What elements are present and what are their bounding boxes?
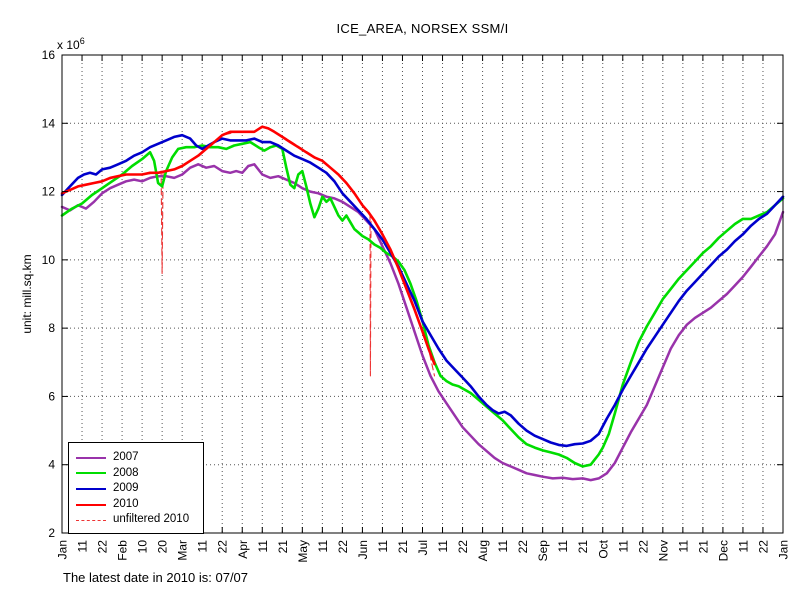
legend-row-2007: 2007 — [76, 450, 203, 466]
x-tick-label: 20 — [156, 540, 170, 554]
x-tick-label: 21 — [576, 540, 590, 554]
legend-line-2009 — [76, 487, 106, 490]
x-tick-label: 11 — [316, 540, 330, 553]
x-tick-label: Dec — [716, 540, 730, 561]
legend-label-2009: 2009 — [113, 482, 139, 495]
y-axis-exponent-prefix: x 10 — [57, 38, 80, 52]
series-line-2010 — [60, 125, 436, 366]
x-tick-label: 21 — [276, 540, 290, 554]
x-tick-label: 22 — [456, 540, 470, 554]
legend-label-unfiltered-2010: unfiltered 2010 — [113, 513, 190, 526]
legend-row-2008: 2008 — [76, 466, 203, 482]
x-tick-label: Mar — [176, 540, 190, 561]
x-tick-label: Jul — [416, 540, 430, 555]
x-tick-label: Jun — [356, 540, 370, 559]
y-tick-label: 2 — [48, 526, 55, 540]
y-tick-label: 8 — [48, 321, 55, 335]
series-line-2008 — [60, 140, 785, 468]
series-line-2009 — [60, 133, 785, 448]
legend-label-2010: 2010 — [113, 497, 139, 510]
chart-title: ICE_AREA, NORSEX SSM/I — [336, 21, 509, 36]
legend-row-2009: 2009 — [76, 481, 203, 497]
series-line-2007 — [60, 163, 785, 482]
y-tick-label: 16 — [42, 48, 56, 62]
y-axis-exponent: x 106 — [57, 36, 85, 52]
x-tick-label: 11 — [616, 540, 630, 553]
legend-row-2010: 2010 — [76, 497, 203, 513]
legend-label-2008: 2008 — [113, 466, 139, 479]
x-tick-label: 11 — [556, 540, 570, 553]
legend-line-2007 — [76, 456, 106, 459]
legend: 2007 2008 2009 2010 unfiltered 2010 — [68, 442, 204, 534]
x-tick-label: 21 — [396, 540, 410, 554]
x-tick-label: 11 — [76, 540, 90, 553]
x-tick-label: 22 — [96, 540, 110, 554]
x-tick-label: 21 — [696, 540, 710, 554]
x-tick-label: Feb — [116, 540, 130, 561]
x-tick-label: 10 — [136, 540, 150, 554]
x-tick-label: 22 — [336, 540, 350, 554]
x-tick-label: 22 — [636, 540, 650, 554]
x-tick-label: Nov — [656, 540, 670, 561]
x-tick-label: 22 — [516, 540, 530, 554]
legend-line-2010 — [76, 503, 106, 506]
x-tick-label: Jan — [777, 540, 791, 559]
x-tick-label: Aug — [476, 540, 490, 561]
x-tick-label: 11 — [736, 540, 750, 553]
x-tick-label: 11 — [196, 540, 210, 553]
legend-line-2008 — [76, 472, 106, 475]
y-axis-label: unit: mill.sq.km — [20, 254, 34, 334]
y-tick-label: 6 — [48, 389, 55, 403]
latest-date-note: The latest date in 2010 is: 07/07 — [63, 570, 249, 585]
x-tick-label: Oct — [596, 539, 610, 558]
legend-label-2007: 2007 — [113, 451, 139, 464]
y-tick-label: 4 — [48, 458, 55, 472]
x-tick-label: 11 — [256, 540, 270, 553]
legend-line-unfiltered-2010 — [76, 519, 106, 521]
x-tick-label: 11 — [436, 540, 450, 553]
y-axis-exponent-power: 6 — [79, 36, 85, 46]
x-tick-label: Apr — [236, 540, 250, 559]
x-tick-label: 11 — [676, 540, 690, 553]
x-tick-label: 22 — [756, 540, 770, 554]
legend-row-unfiltered-2010: unfiltered 2010 — [76, 512, 203, 528]
x-tick-label: 11 — [496, 540, 510, 553]
x-tick-label: Jan — [56, 540, 70, 559]
x-tick-label: 22 — [216, 540, 230, 554]
x-tick-label: May — [296, 540, 310, 563]
x-tick-label: Sep — [536, 540, 550, 562]
y-tick-label: 12 — [42, 185, 56, 199]
y-tick-label: 14 — [42, 116, 56, 130]
y-tick-label: 10 — [42, 253, 56, 267]
x-tick-label: 11 — [376, 540, 390, 553]
